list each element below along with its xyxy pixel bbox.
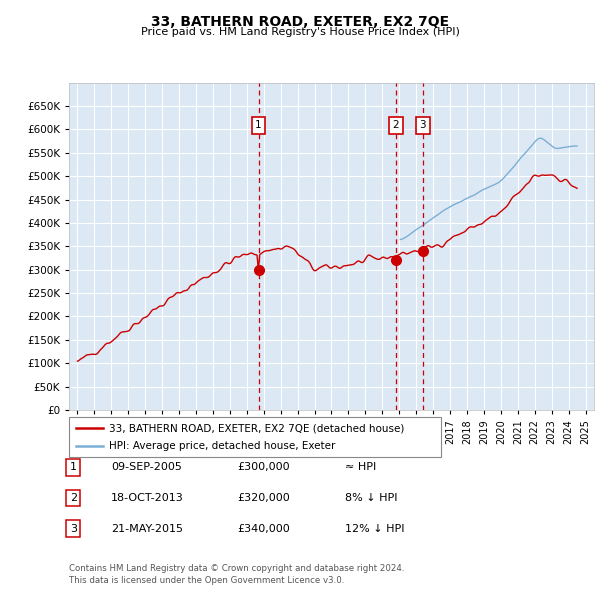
Text: £340,000: £340,000: [237, 524, 290, 533]
Text: 3: 3: [70, 524, 77, 533]
Text: 3: 3: [419, 120, 426, 130]
Text: 1: 1: [70, 463, 77, 472]
Text: HPI: Average price, detached house, Exeter: HPI: Average price, detached house, Exet…: [109, 441, 335, 451]
Text: 21-MAY-2015: 21-MAY-2015: [111, 524, 183, 533]
Text: £320,000: £320,000: [237, 493, 290, 503]
Text: 2: 2: [392, 120, 399, 130]
Text: Price paid vs. HM Land Registry's House Price Index (HPI): Price paid vs. HM Land Registry's House …: [140, 27, 460, 37]
Text: 18-OCT-2013: 18-OCT-2013: [111, 493, 184, 503]
Text: 12% ↓ HPI: 12% ↓ HPI: [345, 524, 404, 533]
Text: 8% ↓ HPI: 8% ↓ HPI: [345, 493, 398, 503]
Text: Contains HM Land Registry data © Crown copyright and database right 2024.
This d: Contains HM Land Registry data © Crown c…: [69, 565, 404, 585]
Text: 33, BATHERN ROAD, EXETER, EX2 7QE (detached house): 33, BATHERN ROAD, EXETER, EX2 7QE (detac…: [109, 424, 404, 434]
Text: 2: 2: [70, 493, 77, 503]
Text: 33, BATHERN ROAD, EXETER, EX2 7QE: 33, BATHERN ROAD, EXETER, EX2 7QE: [151, 15, 449, 29]
Text: ≈ HPI: ≈ HPI: [345, 463, 376, 472]
Text: £300,000: £300,000: [237, 463, 290, 472]
Text: 1: 1: [255, 120, 262, 130]
Text: 09-SEP-2005: 09-SEP-2005: [111, 463, 182, 472]
